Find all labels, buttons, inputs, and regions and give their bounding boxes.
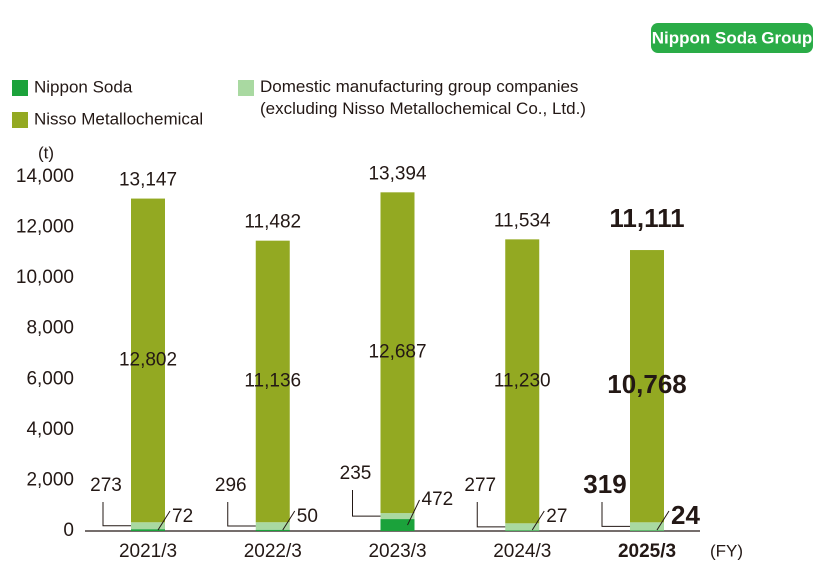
leader-line (601, 502, 630, 527)
leader-line (476, 502, 506, 528)
badge: Nippon Soda Group (652, 28, 813, 47)
value-label: 235 (340, 463, 372, 484)
legend-swatch (12, 112, 28, 128)
leader-line (352, 490, 381, 517)
value-label: 11,230 (494, 370, 551, 391)
value-label: 277 (464, 475, 496, 496)
total-label: 11,534 (494, 210, 551, 231)
total-label: 13,394 (368, 163, 427, 184)
leader-line (407, 499, 420, 526)
value-label: 273 (90, 475, 122, 496)
x-unit: (FY) (710, 541, 743, 560)
value-label: 11,136 (244, 370, 301, 391)
x-tick-label: 2024/3 (493, 541, 551, 562)
bar-segment (255, 529, 290, 531)
leader-line (157, 510, 171, 531)
x-tick-label: 2021/3 (119, 541, 177, 562)
value-label: 12,687 (368, 342, 426, 363)
bar-segment (131, 522, 165, 530)
y-tick-label: 4,000 (26, 419, 74, 440)
total-label: 11,111 (609, 203, 684, 233)
y-unit: (t) (38, 143, 54, 162)
leader-line (102, 502, 131, 527)
bar-segment (630, 530, 664, 531)
y-tick-label: 0 (63, 520, 74, 541)
bar-segment (380, 519, 415, 531)
leader-line (656, 510, 670, 531)
y-tick-label: 14,000 (16, 166, 74, 187)
y-tick-label: 12,000 (16, 217, 74, 238)
value-label: 10,768 (607, 369, 687, 399)
legend-label: Domestic manufacturing group companies (e… (260, 77, 586, 118)
bar-segment (505, 530, 540, 531)
legend-label: Nippon Soda (34, 77, 133, 96)
y-tick-label: 2,000 (26, 469, 74, 490)
leader-line (531, 510, 545, 531)
y-tick-label: 8,000 (26, 318, 74, 339)
y-tick-label: 6,000 (26, 368, 74, 389)
value-label: 50 (297, 506, 318, 527)
total-label: 11,482 (244, 212, 301, 233)
bar-segment (380, 513, 415, 520)
bar-segment (380, 192, 415, 514)
value-label: 319 (583, 469, 626, 499)
bar-segment (131, 198, 165, 523)
y-tick-label: 10,000 (16, 267, 74, 288)
leader-line (227, 502, 256, 527)
value-label: 296 (215, 475, 247, 496)
legend-label: Nisso Metallochemical (34, 109, 203, 128)
total-label: 13,147 (119, 170, 177, 191)
bar-segment (131, 529, 165, 531)
bar-segment (630, 522, 664, 531)
bar-segment (505, 239, 540, 524)
value-label: 472 (422, 489, 454, 510)
bar-segment (505, 523, 540, 531)
value-label: 27 (546, 506, 567, 527)
bar-segment (255, 240, 290, 523)
value-label: 12,802 (119, 349, 177, 370)
legend-swatch (12, 80, 28, 96)
x-tick-label: 2025/3 (618, 541, 676, 562)
badge-bg (651, 23, 813, 53)
leader-line (282, 510, 296, 531)
bar-segment (255, 522, 290, 530)
value-label: 72 (172, 506, 193, 527)
x-tick-label: 2022/3 (244, 541, 302, 562)
bar-segment (630, 250, 664, 523)
legend-swatch (238, 80, 254, 96)
x-tick-label: 2023/3 (368, 541, 426, 562)
value-label: 24 (671, 500, 700, 530)
